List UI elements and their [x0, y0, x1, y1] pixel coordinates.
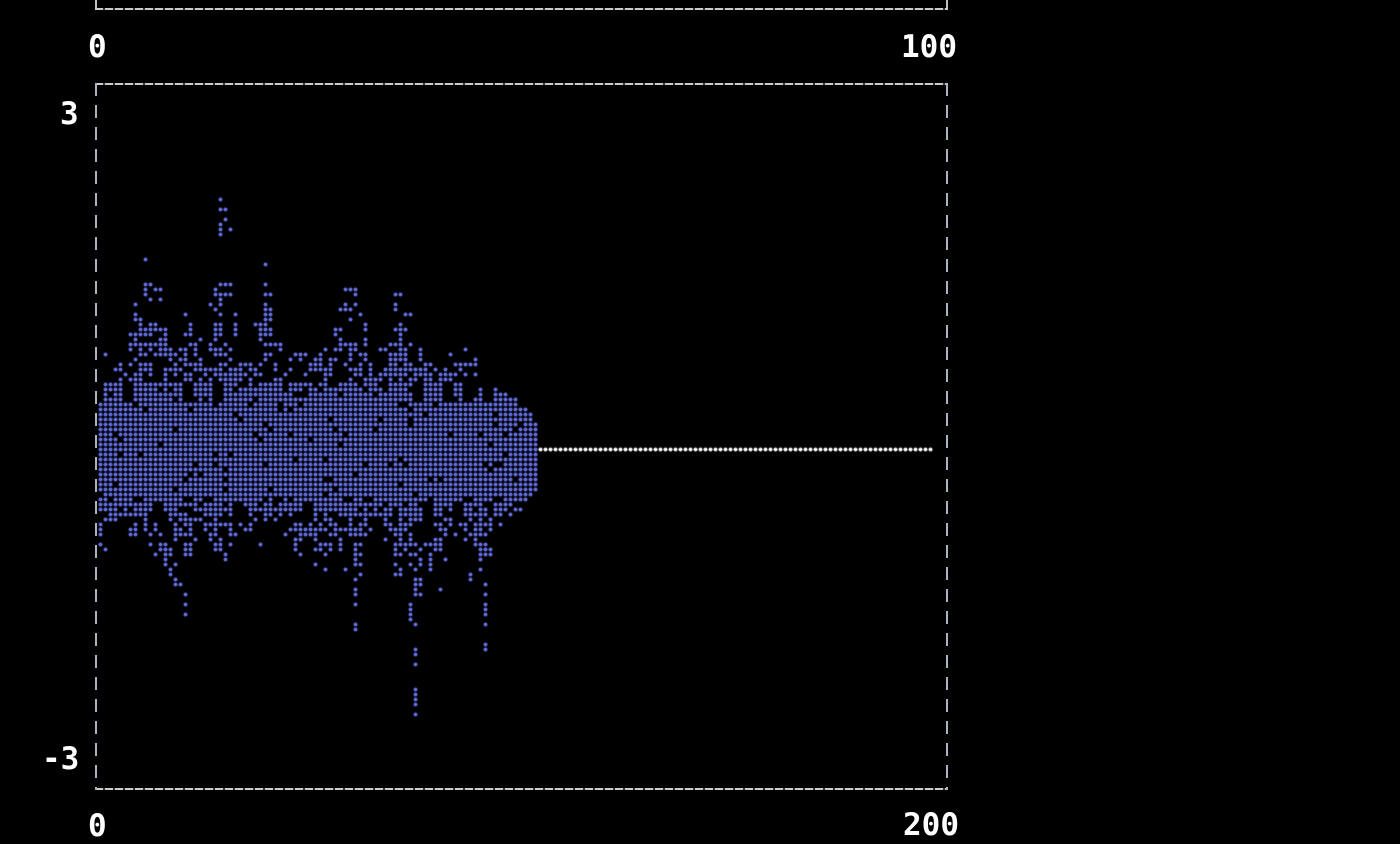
top-chart-bottom-border — [95, 8, 948, 10]
signal-canvas — [95, 83, 948, 790]
y-axis-min-label: -3 — [42, 741, 80, 777]
top-chart-left-border — [95, 0, 97, 10]
top-chart-right-border — [946, 0, 948, 10]
top-axis-max-label: 100 — [901, 29, 957, 65]
x-axis-min-label: 0 — [88, 808, 107, 844]
top-chart-fragment — [95, 0, 948, 10]
main-chart — [95, 83, 948, 790]
y-axis-max-label: 3 — [60, 96, 79, 132]
x-axis-max-label: 200 — [903, 807, 959, 843]
top-axis-min-label: 0 — [88, 29, 107, 65]
